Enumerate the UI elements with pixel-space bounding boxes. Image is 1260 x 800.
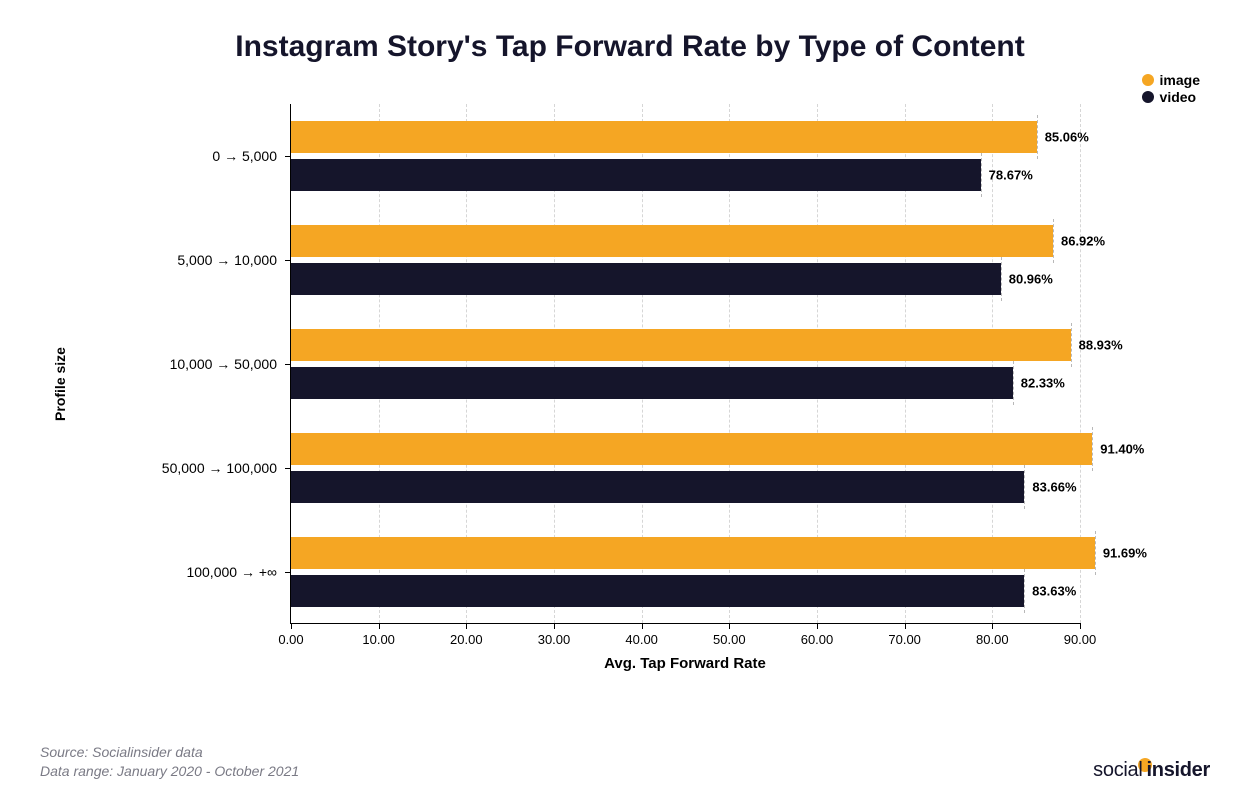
footer: Source: Socialinsider data Data range: J… <box>40 743 1220 782</box>
legend-item-image: image <box>1142 72 1200 89</box>
y-tick-label: 0 → 5,000 <box>212 148 291 164</box>
bar-value-label: 82.33% <box>1013 375 1065 390</box>
bar-video: 78.67% <box>291 159 981 191</box>
category-group: 50,000 → 100,00091.40%83.66% <box>291 433 1080 503</box>
y-tick-label: 5,000 → 10,000 <box>177 252 291 268</box>
plot-area: 0.0010.0020.0030.0040.0050.0060.0070.008… <box>290 104 1080 624</box>
bar-video: 80.96% <box>291 263 1001 295</box>
y-tick-mark <box>285 260 291 261</box>
source-text: Source: Socialinsider data Data range: J… <box>40 743 1220 782</box>
x-tick-label: 10.00 <box>362 632 395 647</box>
x-tick-mark <box>291 623 292 629</box>
x-tick-mark <box>466 623 467 629</box>
x-axis-label: Avg. Tap Forward Rate <box>290 655 1080 672</box>
y-tick-label: 50,000 → 100,000 <box>162 460 291 476</box>
x-tick-mark <box>729 623 730 629</box>
bar-image: 86.92% <box>291 225 1053 257</box>
x-tick-mark <box>554 623 555 629</box>
bar-value-label: 83.66% <box>1024 479 1076 494</box>
y-tick-mark <box>285 572 291 573</box>
y-tick-mark <box>285 156 291 157</box>
x-tick-label: 80.00 <box>976 632 1009 647</box>
legend: image video <box>1142 72 1200 106</box>
category-group: 100,000 → +∞91.69%83.63% <box>291 537 1080 607</box>
bar-image: 91.69% <box>291 537 1095 569</box>
brand-logo: socialinsider <box>1093 759 1210 782</box>
chart-title: Instagram Story's Tap Forward Rate by Ty… <box>40 30 1220 64</box>
legend-label-image: image <box>1160 72 1200 89</box>
bar-value-label: 78.67% <box>981 167 1033 182</box>
category-group: 10,000 → 50,00088.93%82.33% <box>291 329 1080 399</box>
x-tick-label: 50.00 <box>713 632 746 647</box>
legend-label-video: video <box>1160 89 1197 106</box>
bar-image: 85.06% <box>291 121 1037 153</box>
bar-video: 83.63% <box>291 575 1024 607</box>
source-line-2: Data range: January 2020 - October 2021 <box>40 762 1220 782</box>
logo-text-part1: social <box>1093 759 1142 782</box>
bar-video: 83.66% <box>291 471 1024 503</box>
source-line-1: Source: Socialinsider data <box>40 743 1220 763</box>
x-tick-mark <box>992 623 993 629</box>
y-axis-label: Profile size <box>52 347 68 421</box>
bar-image: 91.40% <box>291 433 1092 465</box>
bar-value-label: 80.96% <box>1001 271 1053 286</box>
logo-text-part2: insider <box>1147 759 1210 782</box>
x-tick-mark <box>1080 623 1081 629</box>
bar-image: 88.93% <box>291 329 1071 361</box>
x-tick-label: 20.00 <box>450 632 483 647</box>
x-tick-label: 60.00 <box>801 632 834 647</box>
y-tick-mark <box>285 364 291 365</box>
bar-value-label: 91.69% <box>1095 545 1147 560</box>
y-tick-label: 10,000 → 50,000 <box>170 356 291 372</box>
category-group: 0 → 5,00085.06%78.67% <box>291 121 1080 191</box>
x-tick-mark <box>379 623 380 629</box>
bar-value-label: 85.06% <box>1037 129 1089 144</box>
bar-value-label: 86.92% <box>1053 233 1105 248</box>
x-tick-label: 90.00 <box>1064 632 1097 647</box>
legend-dot-image <box>1142 74 1154 86</box>
x-tick-mark <box>642 623 643 629</box>
x-tick-label: 30.00 <box>538 632 571 647</box>
x-tick-mark <box>817 623 818 629</box>
bar-value-label: 88.93% <box>1071 337 1123 352</box>
x-tick-label: 0.00 <box>278 632 303 647</box>
x-tick-label: 40.00 <box>625 632 658 647</box>
category-group: 5,000 → 10,00086.92%80.96% <box>291 225 1080 295</box>
legend-dot-video <box>1142 91 1154 103</box>
y-tick-mark <box>285 468 291 469</box>
chart-area: Profile size 0.0010.0020.0030.0040.0050.… <box>140 104 1160 664</box>
y-tick-label: 100,000 → +∞ <box>186 564 291 580</box>
bar-value-label: 83.63% <box>1024 583 1076 598</box>
x-tick-label: 70.00 <box>888 632 921 647</box>
bar-value-label: 91.40% <box>1092 441 1144 456</box>
bar-video: 82.33% <box>291 367 1013 399</box>
x-tick-mark <box>905 623 906 629</box>
